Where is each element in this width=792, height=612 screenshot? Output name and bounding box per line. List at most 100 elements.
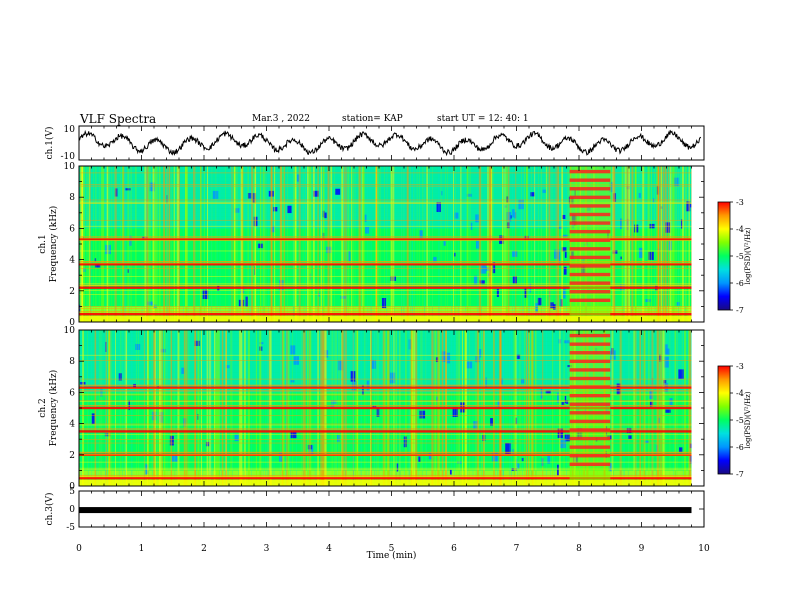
ch1-spectrogram-sferic bbox=[163, 166, 166, 322]
ch1-spectrogram-texture bbox=[623, 166, 625, 322]
ch2-spectrogram-quiet-patch bbox=[664, 356, 669, 368]
ch1-spectrogram-quiet-patch bbox=[558, 226, 563, 229]
ch1-spectrogram-burst bbox=[569, 166, 611, 322]
ch1-spectrogram-texture bbox=[549, 166, 551, 322]
ch1-spectrogram-quiet-patch bbox=[475, 240, 480, 249]
ch1-spectrogram-texture bbox=[371, 166, 372, 322]
ch1-spectrogram-faint-line bbox=[79, 276, 692, 277]
ch1-spectrogram-texture bbox=[524, 166, 525, 322]
ch2-spectrogram-colorbar-tick-label: -4 bbox=[736, 389, 744, 398]
ch1-spectrogram-bandfill bbox=[79, 173, 692, 178]
ch1-spectrogram-faint-line bbox=[79, 307, 692, 309]
ch1-spectrogram-sferic bbox=[508, 166, 510, 322]
ch2-spectrogram-burst-line bbox=[569, 351, 611, 355]
ch2-spectrogram-faint-line bbox=[79, 454, 692, 456]
ch1-spectrogram-texture bbox=[465, 166, 466, 322]
ch1-spectrogram-texture bbox=[343, 166, 345, 322]
ch1-spectrogram-faint-line bbox=[79, 285, 692, 286]
x-tick-label: 7 bbox=[514, 544, 520, 554]
ch2-spectrogram-quiet-patch bbox=[563, 340, 570, 344]
ch1-spectrogram-sferic bbox=[657, 166, 660, 322]
ch2-spectrogram-quiet-patch bbox=[135, 343, 141, 350]
ch1-spectrogram-texture bbox=[377, 166, 379, 322]
ch1-spectrogram-texture bbox=[678, 166, 679, 322]
ch1-spectrogram-quiet-patch bbox=[563, 266, 567, 275]
ch2-spectrogram-quiet-patch bbox=[234, 434, 239, 442]
ch1-spectrogram-texture bbox=[412, 166, 414, 322]
ch1-spectrogram-texture bbox=[403, 166, 405, 322]
ch2-spectrogram-quiet-patch bbox=[679, 447, 683, 452]
ch1-spectrogram-texture bbox=[403, 166, 404, 322]
ch1-spectrogram-texture bbox=[114, 166, 115, 322]
ch2-spectrogram-faint-line bbox=[79, 354, 692, 356]
ch2-spectrogram-faint-line bbox=[79, 454, 692, 455]
ch1-spectrogram-sferic bbox=[102, 166, 105, 322]
ch1-spectrogram-texture bbox=[631, 166, 633, 322]
ch1-spectrogram-texture bbox=[160, 166, 162, 322]
ch1-spectrogram-sferic bbox=[681, 166, 685, 322]
ch1-spectrogram-texture bbox=[233, 166, 235, 322]
ch1-spectrogram-texture bbox=[152, 166, 154, 322]
ch3-waveform-ylabel: ch.3(V) bbox=[44, 493, 55, 526]
ch1-spectrogram-texture bbox=[386, 166, 387, 322]
ch1-spectrogram-faint-line bbox=[79, 289, 692, 291]
ch1-spectrogram-texture bbox=[655, 166, 656, 322]
ch1-spectrogram-texture bbox=[203, 166, 205, 322]
ch2-spectrogram-burst-line bbox=[569, 368, 611, 372]
ch1-spectrogram-texture bbox=[659, 166, 661, 322]
ch1-spectrogram-quiet-patch bbox=[530, 192, 535, 197]
ch1-spectrogram-texture bbox=[362, 166, 364, 322]
ch1-spectrogram-quiet-patch bbox=[561, 247, 567, 252]
ch1-spectrogram-texture bbox=[283, 166, 284, 322]
ch1-spectrogram-quiet-patch bbox=[647, 251, 654, 260]
ch1-spectrogram-texture bbox=[258, 166, 259, 322]
ch2-spectrogram-quiet-patch bbox=[418, 456, 421, 462]
ch1-spectrogram-texture bbox=[458, 166, 460, 322]
ch2-spectrogram-faint-line bbox=[79, 400, 692, 401]
ch1-spectrogram-texture bbox=[166, 166, 168, 322]
ch1-spectrogram-burst-line bbox=[569, 281, 611, 285]
date-label: Mar.3 , 2022 bbox=[252, 114, 310, 124]
ch1-spectrogram-texture bbox=[478, 166, 480, 322]
ch1-spectrogram-texture bbox=[167, 166, 169, 322]
ch1-spectrogram-texture bbox=[394, 166, 395, 322]
ch1-spectrogram-texture bbox=[156, 166, 158, 322]
ch1-spectrogram-quiet-patch bbox=[638, 247, 643, 258]
ch3-waveform-ytick-label: -5 bbox=[66, 523, 75, 533]
ch1-spectrogram-texture bbox=[429, 166, 431, 322]
ch1-spectrogram-sferic bbox=[642, 166, 645, 322]
ch1-spectrogram-sferic bbox=[489, 166, 492, 322]
ch1-spectrogram-texture bbox=[246, 166, 248, 322]
ch2-spectrogram-quiet-patch bbox=[91, 413, 95, 425]
ch1-spectrogram-texture bbox=[444, 166, 446, 322]
ch1-spectrogram-texture bbox=[528, 166, 530, 322]
ch1-spectrogram-texture bbox=[237, 166, 238, 322]
ch1-spectrogram-sferic bbox=[504, 166, 506, 322]
ch1-spectrogram-sferic bbox=[306, 166, 309, 322]
ch2-spectrogram-quiet-patch bbox=[330, 404, 335, 409]
ch1-spectrogram-burst-line bbox=[569, 238, 611, 242]
ch1-spectrogram-texture bbox=[144, 166, 145, 322]
ch1-spectrogram-burst-line bbox=[569, 169, 611, 174]
ch1-spectrogram-sferic bbox=[650, 166, 652, 322]
ch1-spectrogram-narrowband-edge bbox=[79, 311, 692, 313]
ch1-spectrogram-sferic bbox=[631, 166, 634, 322]
ch2-spectrogram-quiet-patch bbox=[445, 352, 451, 364]
ch1-spectrogram-texture bbox=[423, 166, 425, 322]
ch1-spectrogram-sferic bbox=[330, 166, 333, 322]
ch1-spectrogram-texture bbox=[414, 166, 415, 322]
ch1-spectrogram-texture bbox=[367, 166, 369, 322]
ch1-spectrogram-texture bbox=[149, 166, 150, 322]
ch1-spectrogram-faint-line bbox=[79, 263, 692, 265]
ch1-spectrogram-burst-line bbox=[569, 255, 611, 260]
ch2-spectrogram-quiet-patch bbox=[133, 383, 136, 388]
waveform-layer bbox=[78, 129, 702, 514]
ch2-spectrogram-quiet-patch bbox=[171, 454, 178, 462]
ch1-spectrogram-bandfill bbox=[79, 205, 692, 209]
ch2-spectrogram-colorbar bbox=[717, 365, 731, 475]
x-tick-label: 0 bbox=[76, 544, 82, 554]
ch1-spectrogram-texture bbox=[378, 166, 380, 322]
ch1-spectrogram-texture bbox=[635, 166, 636, 322]
ch1-spectrogram-bandfill bbox=[79, 185, 692, 190]
ch2-spectrogram-faint-line bbox=[79, 469, 692, 471]
